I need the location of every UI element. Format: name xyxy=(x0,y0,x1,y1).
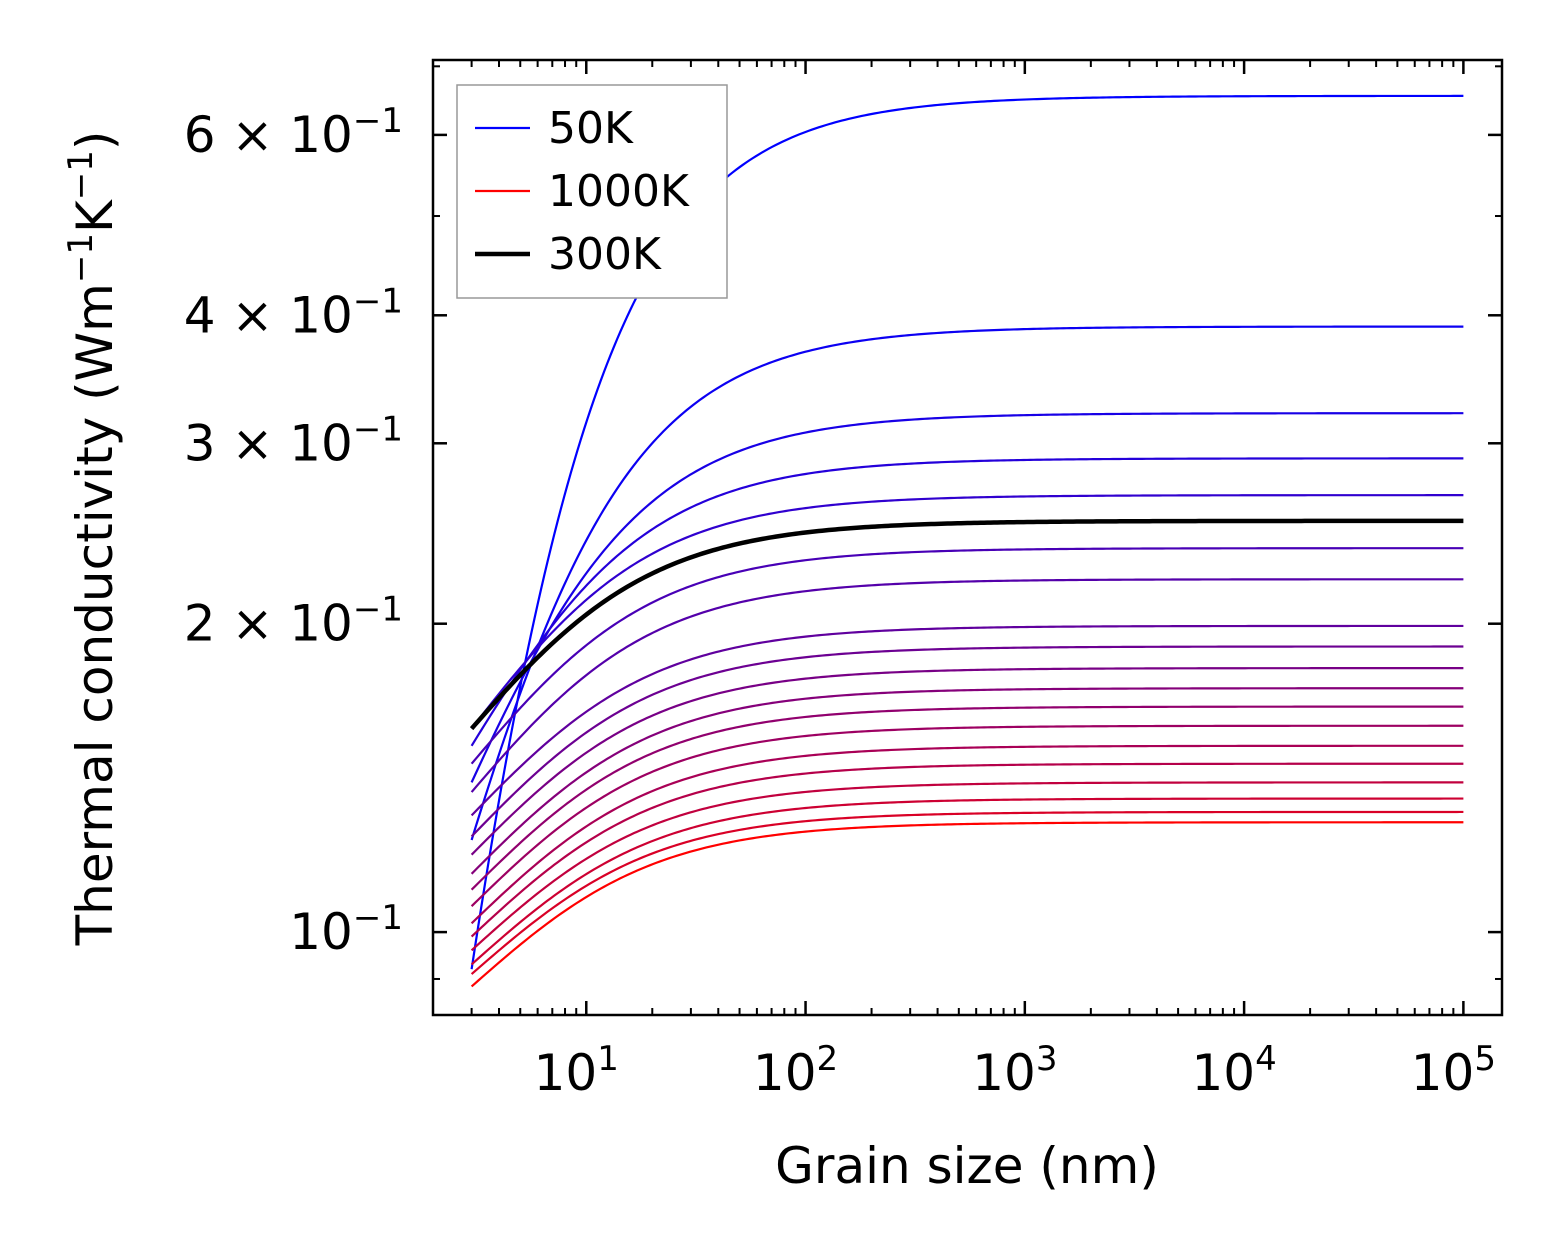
legend-label-1000k: 1000K xyxy=(548,166,690,217)
series-line-100k xyxy=(470,325,1464,841)
series-line-350k xyxy=(470,547,1464,765)
series-line-450k xyxy=(470,624,1464,817)
x-tick-label: 102 xyxy=(753,1039,838,1102)
series-line-150k xyxy=(470,412,1464,783)
x-tick-label: 103 xyxy=(972,1039,1057,1102)
y-axis-label: Thermal conductivity (Wm−1K−1) xyxy=(61,131,124,947)
legend: 50K 1000K 300K xyxy=(456,84,728,299)
series-line-550k xyxy=(470,667,1464,856)
x-axis-label: Grain size (nm) xyxy=(775,1137,1159,1195)
series-line-900k xyxy=(470,797,1464,966)
plot-frame xyxy=(431,58,1504,1017)
tick-labels: 101 102 103 104 105 10−1 2 × 10−1 3 × 10−1 4 × 1… xyxy=(184,101,1496,1102)
y-tick-label: 4 × 10−1 xyxy=(184,281,403,344)
series-line-700k xyxy=(470,724,1464,907)
series-line-600k xyxy=(470,687,1464,875)
x-tick-label: 101 xyxy=(534,1039,619,1102)
series-line-850k xyxy=(470,781,1464,952)
y-tick-label: 6 × 10−1 xyxy=(184,101,403,164)
y-tick-label: 2 × 10−1 xyxy=(184,590,403,653)
x-tick-label: 104 xyxy=(1191,1039,1276,1102)
y-tick-label: 3 × 10−1 xyxy=(184,409,403,472)
series-lines xyxy=(469,94,1464,988)
series-line-200k xyxy=(470,457,1464,747)
series-line-500k xyxy=(470,645,1464,838)
major-ticks xyxy=(433,60,1502,1015)
series-line-1000k xyxy=(470,821,1464,988)
series-line-300k xyxy=(469,518,1464,731)
series-line-250k xyxy=(470,494,1464,730)
series-line-650k xyxy=(470,705,1464,891)
x-tick-label: 105 xyxy=(1411,1039,1496,1102)
series-line-400k xyxy=(470,578,1464,793)
y-tick-label: 10−1 xyxy=(289,898,403,961)
legend-label-50k: 50K xyxy=(548,103,634,154)
legend-label-300k: 300K xyxy=(548,229,662,280)
series-line-750k xyxy=(470,744,1464,925)
series-line-800k xyxy=(470,762,1464,938)
series-line-950k xyxy=(470,810,1464,975)
